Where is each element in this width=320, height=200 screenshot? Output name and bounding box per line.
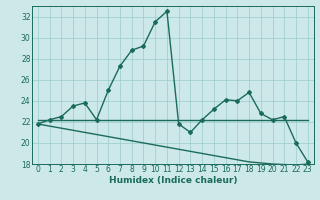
- X-axis label: Humidex (Indice chaleur): Humidex (Indice chaleur): [108, 176, 237, 185]
